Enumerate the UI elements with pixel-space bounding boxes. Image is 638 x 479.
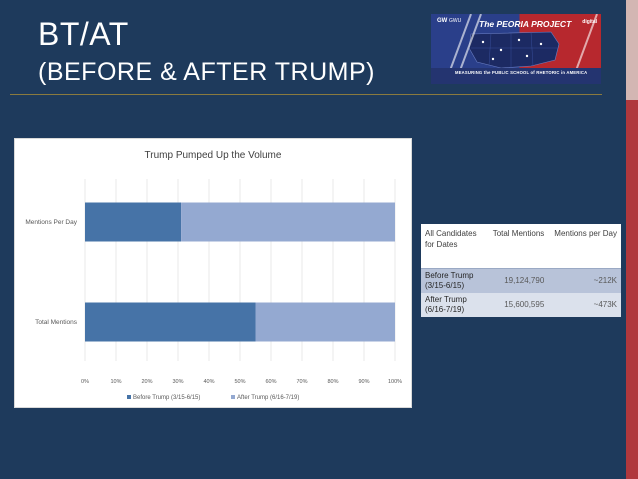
x-tick-label: 0% [81, 379, 89, 385]
project-name: The PEORIA PROJECT [479, 19, 572, 29]
category-label: Total Mentions [35, 319, 78, 326]
table-cell: ~212K [548, 268, 621, 293]
title-divider [10, 94, 602, 95]
bar-segment [255, 302, 395, 342]
table-header-cell: Mentions per Day [548, 224, 621, 269]
x-tick-label: 100% [388, 379, 402, 385]
table-header-row: All Candidates for Dates Total Mentions … [421, 224, 621, 269]
peoria-project-logo: GW GWU The PEORIA PROJECT digital MEASUR… [431, 14, 601, 84]
x-tick-label: 20% [141, 379, 152, 385]
x-tick-label: 40% [203, 379, 214, 385]
table-cell: After Trump (6/16-7/19) [421, 293, 487, 317]
x-tick-label: 70% [296, 379, 307, 385]
table-cell: Before Trump (3/15-6/15) [421, 268, 487, 293]
x-tick-label: 90% [358, 379, 369, 385]
x-tick-label: 80% [327, 379, 338, 385]
x-tick-label: 30% [172, 379, 183, 385]
x-tick-label: 60% [265, 379, 276, 385]
project-tagline: MEASURING the PUBLIC SCHOOL of RHETORIC … [455, 70, 588, 75]
chart-title: Trump Pumped Up the Volume [145, 150, 282, 161]
table-header-cell: All Candidates for Dates [421, 224, 487, 269]
category-label: Mentions Per Day [25, 219, 77, 226]
table-cell: 19,124,790 [487, 268, 549, 293]
us-map-graphic [431, 14, 601, 84]
x-tick-label: 10% [110, 379, 121, 385]
partner-label: digital [582, 19, 597, 25]
legend-swatch [231, 395, 235, 399]
table-cell: ~473K [548, 293, 621, 317]
gw-label: GW GWU [437, 18, 462, 24]
slide-title: BT/AT [38, 16, 129, 52]
table-header-cell: Total Mentions [487, 224, 549, 269]
x-tick-label: 50% [234, 379, 245, 385]
candidate-mentions-table: All Candidates for Dates Total Mentions … [421, 224, 621, 317]
bar-segment [85, 202, 182, 242]
table-row: Before Trump (3/15-6/15) 19,124,790 ~212… [421, 268, 621, 293]
stacked-bar-chart: Trump Pumped Up the Volume 0% 10% 20% 30% 40%… [25, 150, 402, 401]
legend-entry: After Trump (6/16-7/19) [237, 395, 299, 401]
slide-subtitle: (BEFORE & AFTER TRUMP) [38, 58, 375, 86]
bar-segment [85, 302, 256, 342]
chart-panel: Trump Pumped Up the Volume 0% 10% 20% 30% 40%… [14, 138, 412, 408]
legend-entry: Before Trump (3/15-6/15) [133, 395, 200, 401]
bar-segment [181, 202, 395, 242]
table-cell: 15,600,595 [487, 293, 549, 317]
decorative-edge-bar [626, 0, 638, 479]
legend-swatch [127, 395, 131, 399]
table-row: After Trump (6/16-7/19) 15,600,595 ~473K [421, 293, 621, 317]
